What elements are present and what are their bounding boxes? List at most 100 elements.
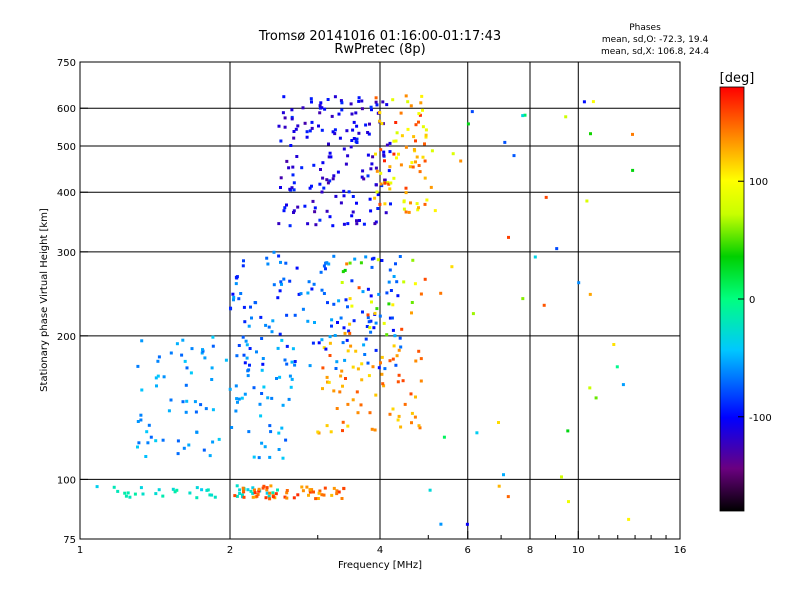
echo-point <box>333 95 337 99</box>
echo-point <box>364 255 368 259</box>
echo-point <box>384 211 388 215</box>
echo-point <box>311 341 315 345</box>
echo-point <box>247 430 251 434</box>
echo-point <box>410 161 414 165</box>
echo-point <box>246 488 250 492</box>
echo-point <box>400 134 404 138</box>
x-axis-label: Frequency [MHz] <box>338 560 422 571</box>
echo-point <box>373 196 377 200</box>
echo-point <box>252 386 256 390</box>
echo-point <box>154 439 158 443</box>
echo-point <box>237 297 241 301</box>
echo-point <box>287 166 291 170</box>
echo-point <box>364 337 368 341</box>
echo-point <box>416 208 420 212</box>
echo-point <box>566 429 570 433</box>
echo-point <box>312 490 315 494</box>
echo-point <box>281 403 285 407</box>
echo-point <box>387 182 391 186</box>
echo-point <box>318 218 322 222</box>
echo-point <box>307 493 310 497</box>
echo-point <box>247 368 251 372</box>
echo-point <box>347 329 351 333</box>
echo-point <box>333 334 337 337</box>
echo-point <box>423 277 427 281</box>
echo-point <box>342 189 346 193</box>
echo-point <box>355 141 359 144</box>
echo-point <box>268 491 272 495</box>
echo-point <box>294 127 298 131</box>
echo-point <box>357 99 361 103</box>
echo-point <box>250 316 253 320</box>
echo-point <box>176 452 180 456</box>
echo-point <box>128 495 132 499</box>
echo-point <box>285 489 289 492</box>
echo-point <box>389 289 393 292</box>
echo-point <box>410 411 414 415</box>
echo-point <box>301 489 305 493</box>
echo-point <box>419 357 423 361</box>
echo-point <box>362 177 366 181</box>
echo-point <box>281 111 285 115</box>
echo-point <box>157 488 161 492</box>
echo-point <box>417 424 421 428</box>
echo-point <box>291 173 295 177</box>
echo-point <box>497 484 501 488</box>
echo-point <box>366 287 370 291</box>
echo-point <box>280 282 283 286</box>
echo-point <box>369 294 373 298</box>
echo-point <box>360 362 364 366</box>
echo-point <box>340 369 344 373</box>
echo-point <box>378 314 382 318</box>
echo-point <box>333 128 337 132</box>
echo-point <box>244 339 248 343</box>
echo-point <box>329 155 333 159</box>
echo-point <box>279 280 283 284</box>
echo-point <box>346 154 350 158</box>
echo-point <box>297 292 301 296</box>
echo-point <box>253 488 256 492</box>
echo-point <box>421 125 425 129</box>
x-tick-label: 8 <box>527 545 533 556</box>
echo-point <box>355 137 359 141</box>
echo-point <box>330 493 334 497</box>
echo-point <box>396 294 400 298</box>
echo-point <box>139 486 143 490</box>
echo-point <box>375 307 379 311</box>
echo-point <box>348 261 352 265</box>
echo-point <box>392 152 396 156</box>
echo-point <box>404 186 408 190</box>
echo-point <box>348 322 352 326</box>
echo-point <box>270 330 274 334</box>
echo-point <box>312 282 316 286</box>
echo-point <box>290 377 294 381</box>
echo-point <box>285 496 289 500</box>
echo-point <box>381 100 385 104</box>
echo-point <box>272 283 276 287</box>
echo-point <box>372 326 376 330</box>
echo-point <box>442 435 446 439</box>
echo-point <box>318 182 322 186</box>
echo-point <box>232 295 236 299</box>
echo-point <box>555 247 559 251</box>
echo-point <box>144 455 148 458</box>
echo-point <box>423 142 426 146</box>
echo-point <box>394 262 397 266</box>
echo-point <box>200 488 204 492</box>
echo-point <box>257 487 261 491</box>
phase-info-title: Phases <box>629 23 661 33</box>
echo-point <box>210 378 214 381</box>
echo-point <box>341 384 344 388</box>
echo-point <box>533 255 537 259</box>
echo-point <box>459 159 463 163</box>
echo-point <box>241 335 245 339</box>
echo-point <box>389 202 392 206</box>
echo-point <box>594 396 598 400</box>
echo-point <box>404 94 408 98</box>
echo-point <box>326 181 330 185</box>
echo-point <box>582 100 586 104</box>
echo-point <box>246 374 250 378</box>
echo-point <box>341 429 344 433</box>
echo-point <box>277 431 281 435</box>
echo-point <box>185 399 189 403</box>
